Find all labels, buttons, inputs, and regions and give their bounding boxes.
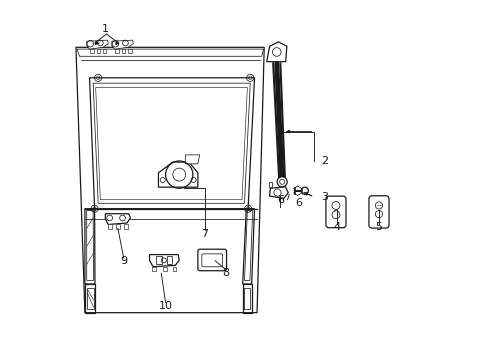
FancyBboxPatch shape <box>202 254 222 267</box>
Polygon shape <box>269 187 287 198</box>
Circle shape <box>277 177 286 187</box>
Polygon shape <box>266 42 286 62</box>
Polygon shape <box>112 40 133 49</box>
Text: 10: 10 <box>158 301 172 311</box>
Polygon shape <box>122 49 125 53</box>
Text: 2: 2 <box>321 156 328 166</box>
FancyBboxPatch shape <box>368 196 388 228</box>
Text: 4: 4 <box>333 222 340 231</box>
Polygon shape <box>163 267 166 271</box>
Polygon shape <box>172 267 176 271</box>
Polygon shape <box>102 49 106 53</box>
Polygon shape <box>149 255 179 267</box>
Polygon shape <box>108 225 112 229</box>
Polygon shape <box>156 256 162 264</box>
Polygon shape <box>185 155 199 164</box>
Text: 3: 3 <box>321 192 328 202</box>
Polygon shape <box>268 182 271 187</box>
Polygon shape <box>128 49 131 53</box>
Polygon shape <box>166 256 172 264</box>
Polygon shape <box>93 83 250 203</box>
Polygon shape <box>90 49 94 53</box>
Text: 1: 1 <box>102 24 109 35</box>
Text: 8: 8 <box>222 268 229 278</box>
FancyBboxPatch shape <box>325 196 346 228</box>
Polygon shape <box>158 162 198 187</box>
Polygon shape <box>152 267 156 271</box>
FancyBboxPatch shape <box>198 249 226 271</box>
Text: 9: 9 <box>120 256 127 266</box>
Polygon shape <box>124 225 127 229</box>
Circle shape <box>301 187 308 194</box>
Polygon shape <box>115 49 119 53</box>
Text: 5: 5 <box>375 222 382 231</box>
Text: 6: 6 <box>294 198 301 208</box>
Polygon shape <box>105 214 130 225</box>
Text: 7: 7 <box>201 229 208 239</box>
Polygon shape <box>116 225 120 229</box>
Polygon shape <box>97 49 100 53</box>
Text: 6: 6 <box>276 195 283 205</box>
Polygon shape <box>86 40 108 49</box>
